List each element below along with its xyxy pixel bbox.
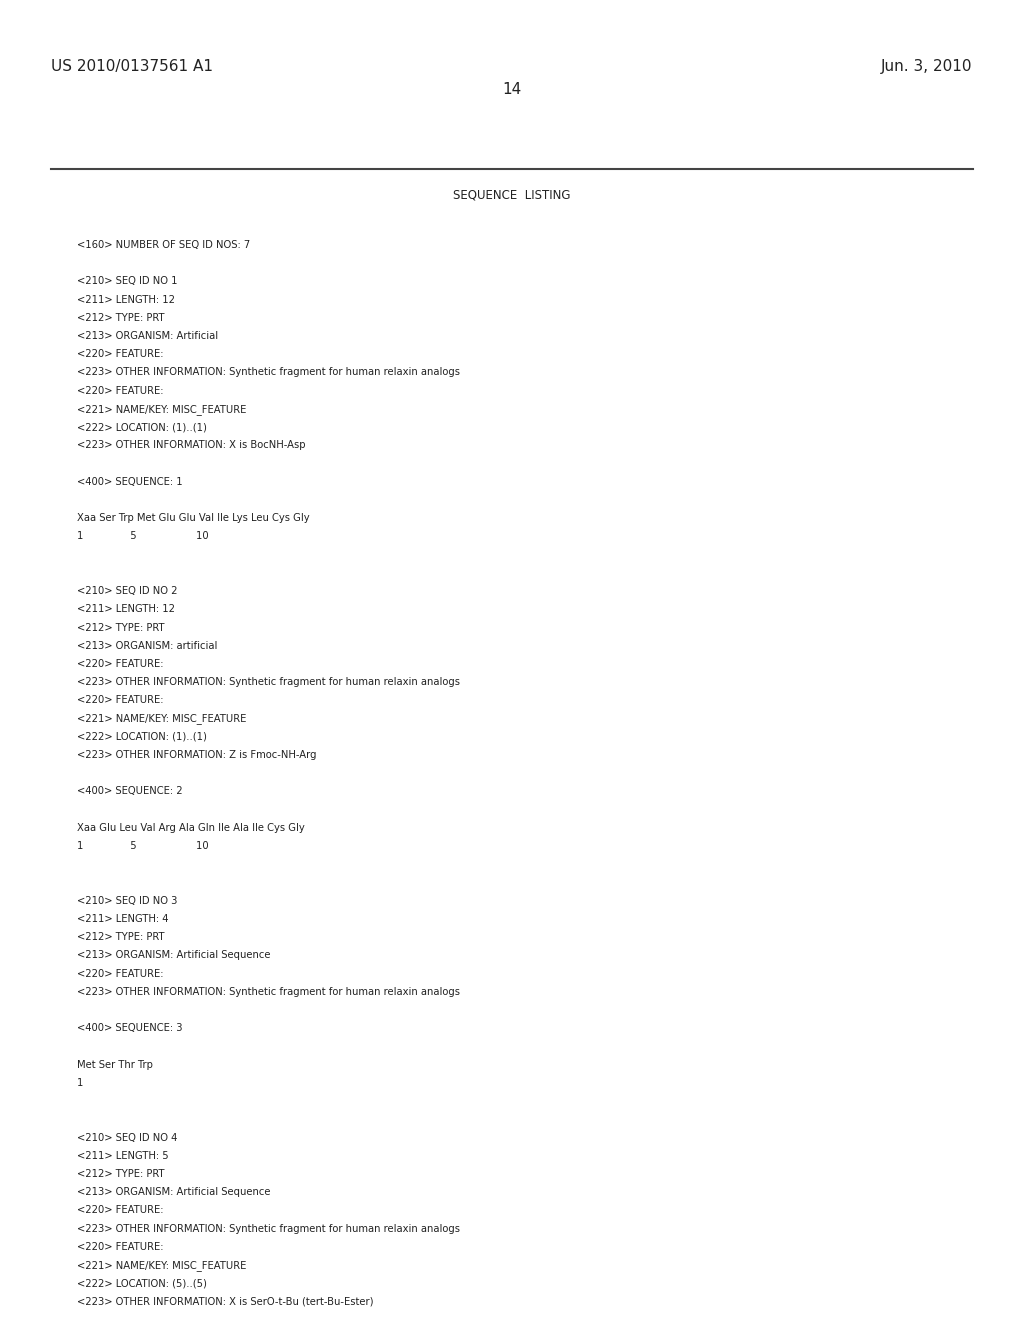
Text: <223> OTHER INFORMATION: Synthetic fragment for human relaxin analogs: <223> OTHER INFORMATION: Synthetic fragm… bbox=[77, 987, 460, 997]
Text: <222> LOCATION: (1)..(1): <222> LOCATION: (1)..(1) bbox=[77, 422, 207, 432]
Text: <160> NUMBER OF SEQ ID NOS: 7: <160> NUMBER OF SEQ ID NOS: 7 bbox=[77, 240, 250, 249]
Text: US 2010/0137561 A1: US 2010/0137561 A1 bbox=[51, 59, 213, 74]
Text: <400> SEQUENCE: 1: <400> SEQUENCE: 1 bbox=[77, 477, 182, 487]
Text: Xaa Glu Leu Val Arg Ala Gln Ile Ala Ile Cys Gly: Xaa Glu Leu Val Arg Ala Gln Ile Ala Ile … bbox=[77, 822, 304, 833]
Text: <223> OTHER INFORMATION: Synthetic fragment for human relaxin analogs: <223> OTHER INFORMATION: Synthetic fragm… bbox=[77, 1224, 460, 1234]
Text: <213> ORGANISM: Artificial: <213> ORGANISM: Artificial bbox=[77, 331, 218, 341]
Text: 1               5                   10: 1 5 10 bbox=[77, 532, 209, 541]
Text: <223> OTHER INFORMATION: X is BocNH-Asp: <223> OTHER INFORMATION: X is BocNH-Asp bbox=[77, 441, 305, 450]
Text: <223> OTHER INFORMATION: Synthetic fragment for human relaxin analogs: <223> OTHER INFORMATION: Synthetic fragm… bbox=[77, 367, 460, 378]
Text: <211> LENGTH: 4: <211> LENGTH: 4 bbox=[77, 913, 168, 924]
Text: <212> TYPE: PRT: <212> TYPE: PRT bbox=[77, 623, 164, 632]
Text: <220> FEATURE:: <220> FEATURE: bbox=[77, 659, 163, 669]
Text: <222> LOCATION: (5)..(5): <222> LOCATION: (5)..(5) bbox=[77, 1278, 207, 1288]
Text: Xaa Ser Trp Met Glu Glu Val Ile Lys Leu Cys Gly: Xaa Ser Trp Met Glu Glu Val Ile Lys Leu … bbox=[77, 513, 309, 523]
Text: <220> FEATURE:: <220> FEATURE: bbox=[77, 1205, 163, 1216]
Text: <213> ORGANISM: Artificial Sequence: <213> ORGANISM: Artificial Sequence bbox=[77, 950, 270, 961]
Text: <221> NAME/KEY: MISC_FEATURE: <221> NAME/KEY: MISC_FEATURE bbox=[77, 714, 246, 725]
Text: <213> ORGANISM: artificial: <213> ORGANISM: artificial bbox=[77, 640, 217, 651]
Text: <223> OTHER INFORMATION: Synthetic fragment for human relaxin analogs: <223> OTHER INFORMATION: Synthetic fragm… bbox=[77, 677, 460, 688]
Text: <220> FEATURE:: <220> FEATURE: bbox=[77, 1242, 163, 1251]
Text: <210> SEQ ID NO 4: <210> SEQ ID NO 4 bbox=[77, 1133, 177, 1143]
Text: SEQUENCE  LISTING: SEQUENCE LISTING bbox=[454, 189, 570, 202]
Text: <211> LENGTH: 5: <211> LENGTH: 5 bbox=[77, 1151, 168, 1160]
Text: 1               5                   10: 1 5 10 bbox=[77, 841, 209, 851]
Text: <210> SEQ ID NO 2: <210> SEQ ID NO 2 bbox=[77, 586, 177, 597]
Text: <223> OTHER INFORMATION: Z is Fmoc-NH-Arg: <223> OTHER INFORMATION: Z is Fmoc-NH-Ar… bbox=[77, 750, 316, 760]
Text: <221> NAME/KEY: MISC_FEATURE: <221> NAME/KEY: MISC_FEATURE bbox=[77, 1261, 246, 1271]
Text: 14: 14 bbox=[503, 82, 521, 96]
Text: <220> FEATURE:: <220> FEATURE: bbox=[77, 696, 163, 705]
Text: <400> SEQUENCE: 2: <400> SEQUENCE: 2 bbox=[77, 787, 182, 796]
Text: <221> NAME/KEY: MISC_FEATURE: <221> NAME/KEY: MISC_FEATURE bbox=[77, 404, 246, 414]
Text: <211> LENGTH: 12: <211> LENGTH: 12 bbox=[77, 294, 175, 305]
Text: <212> TYPE: PRT: <212> TYPE: PRT bbox=[77, 932, 164, 942]
Text: 1: 1 bbox=[77, 1078, 83, 1088]
Text: <220> FEATURE:: <220> FEATURE: bbox=[77, 350, 163, 359]
Text: <210> SEQ ID NO 1: <210> SEQ ID NO 1 bbox=[77, 276, 177, 286]
Text: Met Ser Thr Trp: Met Ser Thr Trp bbox=[77, 1060, 153, 1069]
Text: <213> ORGANISM: Artificial Sequence: <213> ORGANISM: Artificial Sequence bbox=[77, 1187, 270, 1197]
Text: <220> FEATURE:: <220> FEATURE: bbox=[77, 385, 163, 396]
Text: <212> TYPE: PRT: <212> TYPE: PRT bbox=[77, 313, 164, 323]
Text: <222> LOCATION: (1)..(1): <222> LOCATION: (1)..(1) bbox=[77, 731, 207, 742]
Text: <223> OTHER INFORMATION: X is SerO-t-Bu (tert-Bu-Ester): <223> OTHER INFORMATION: X is SerO-t-Bu … bbox=[77, 1296, 374, 1307]
Text: <210> SEQ ID NO 3: <210> SEQ ID NO 3 bbox=[77, 896, 177, 906]
Text: Jun. 3, 2010: Jun. 3, 2010 bbox=[882, 59, 973, 74]
Text: <400> SEQUENCE: 3: <400> SEQUENCE: 3 bbox=[77, 1023, 182, 1034]
Text: <212> TYPE: PRT: <212> TYPE: PRT bbox=[77, 1170, 164, 1179]
Text: <220> FEATURE:: <220> FEATURE: bbox=[77, 969, 163, 978]
Text: <211> LENGTH: 12: <211> LENGTH: 12 bbox=[77, 605, 175, 614]
